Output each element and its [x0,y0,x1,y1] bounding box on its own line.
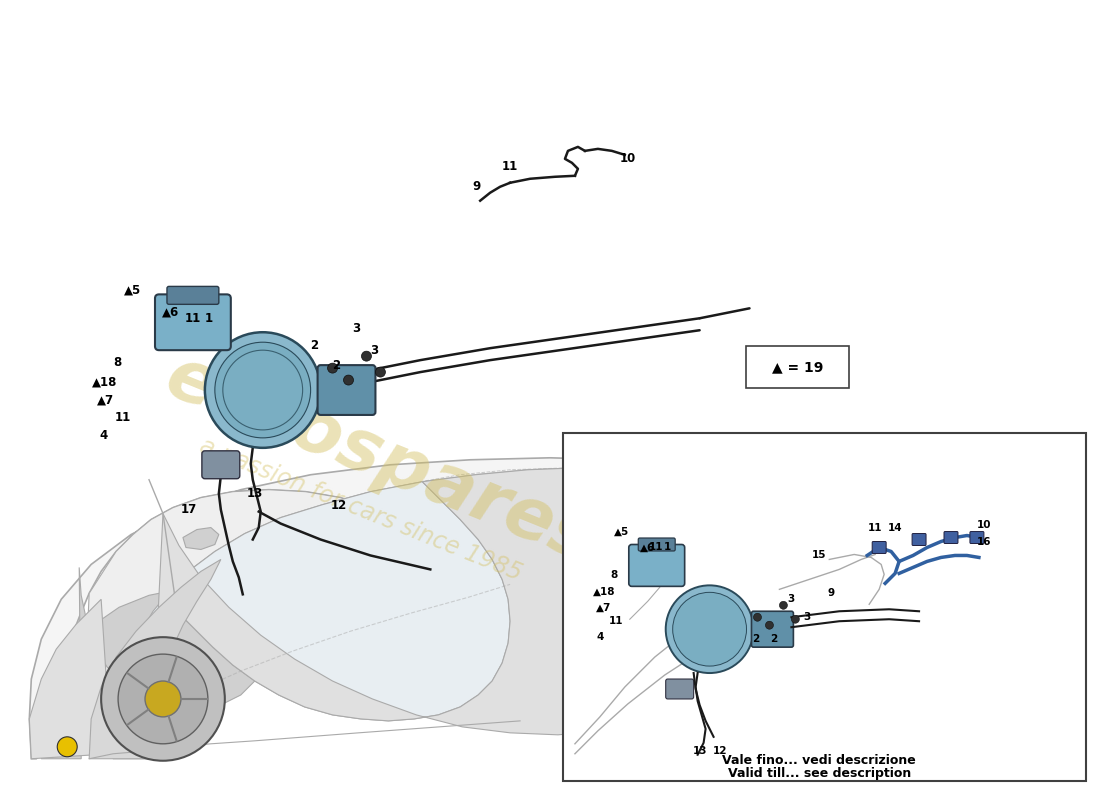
Text: 11: 11 [116,411,131,425]
Circle shape [766,622,773,630]
Text: 1: 1 [664,542,671,553]
FancyBboxPatch shape [912,534,926,546]
Circle shape [362,351,372,361]
Polygon shape [183,527,219,550]
FancyBboxPatch shape [318,365,375,415]
FancyBboxPatch shape [751,611,793,647]
Text: ▲5: ▲5 [614,526,629,537]
Polygon shape [113,482,510,758]
Circle shape [205,332,320,448]
Text: 4: 4 [99,430,108,442]
FancyBboxPatch shape [666,679,694,699]
Circle shape [328,363,338,373]
Circle shape [118,654,208,744]
Text: 9: 9 [827,588,835,598]
Text: 2: 2 [752,634,759,644]
Text: 2: 2 [310,338,319,352]
Text: 13: 13 [246,487,263,500]
Text: 15: 15 [812,550,826,561]
Text: ▲ = 19: ▲ = 19 [772,360,823,374]
Circle shape [780,602,788,610]
Circle shape [101,637,224,761]
FancyBboxPatch shape [746,346,849,388]
Text: eurospares: eurospares [156,342,605,578]
Circle shape [666,586,754,673]
Circle shape [145,681,180,717]
FancyBboxPatch shape [970,531,983,543]
Text: ▲18: ▲18 [92,375,118,389]
Text: 9: 9 [472,180,481,194]
Circle shape [673,592,747,666]
FancyBboxPatch shape [563,433,1086,781]
FancyBboxPatch shape [872,542,887,554]
Text: ▲18: ▲18 [593,586,615,596]
FancyBboxPatch shape [202,451,240,478]
Text: Vale fino... vedi descrizione: Vale fino... vedi descrizione [723,754,916,767]
Text: 13: 13 [692,746,707,756]
Text: 11: 11 [649,542,663,553]
Text: ▲5: ▲5 [124,284,142,297]
Text: 3: 3 [371,344,378,357]
Text: ▲7: ▲7 [596,602,612,612]
Text: Valid till... see description: Valid till... see description [728,767,911,780]
Text: 12: 12 [330,499,346,512]
Text: 11: 11 [868,522,882,533]
FancyBboxPatch shape [167,286,219,304]
Circle shape [715,550,794,630]
Circle shape [738,574,770,606]
Circle shape [791,615,800,623]
Polygon shape [148,468,810,758]
Circle shape [57,737,77,757]
Polygon shape [30,458,832,758]
Text: 1: 1 [205,312,213,325]
Polygon shape [89,559,221,758]
Text: ▲7: ▲7 [97,394,113,406]
FancyBboxPatch shape [155,294,231,350]
Text: 12: 12 [713,746,727,756]
Text: 4: 4 [596,632,604,642]
Polygon shape [42,567,265,758]
Text: 17: 17 [180,503,197,516]
Circle shape [754,614,761,622]
Text: 2: 2 [770,634,777,644]
Text: a passion for cars since 1985: a passion for cars since 1985 [196,434,525,586]
Polygon shape [52,468,832,754]
Text: 10: 10 [619,152,636,166]
Text: 3: 3 [804,612,811,622]
Circle shape [343,375,353,385]
Text: 14: 14 [888,522,902,533]
Text: 11: 11 [608,616,623,626]
Text: 8: 8 [113,356,121,369]
Circle shape [214,342,310,438]
Text: 10: 10 [977,519,991,530]
FancyBboxPatch shape [944,531,958,543]
Text: ▲6: ▲6 [163,306,179,319]
FancyBboxPatch shape [638,538,675,551]
FancyBboxPatch shape [629,545,684,586]
Text: 16: 16 [977,537,991,546]
Text: 11: 11 [185,312,201,325]
Text: 3: 3 [352,322,361,334]
Text: 11: 11 [502,160,518,174]
Text: ▲6: ▲6 [640,542,656,553]
Circle shape [700,534,810,644]
Circle shape [375,367,385,377]
Text: 3: 3 [788,594,795,604]
Text: 2: 2 [332,358,341,372]
Text: 8: 8 [610,570,617,580]
Polygon shape [30,599,111,758]
